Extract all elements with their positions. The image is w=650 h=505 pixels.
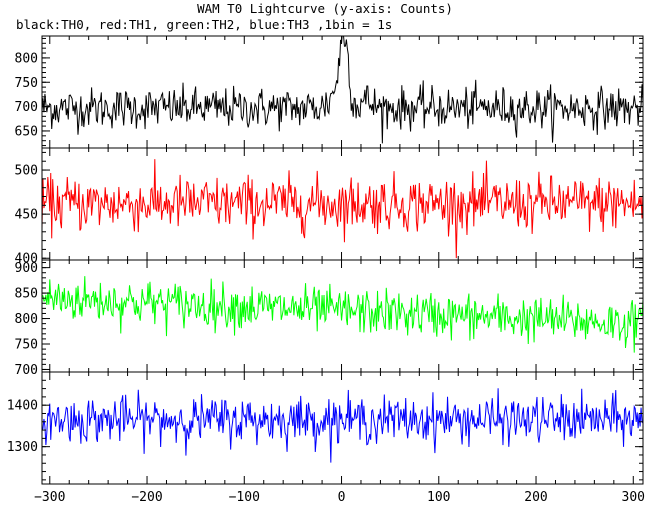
y-tick-label: 750 (15, 76, 38, 91)
x-tick-label: −100 (229, 490, 260, 505)
chart-title: WAM T0 Lightcurve (y-axis: Counts) (197, 1, 453, 16)
panel-frame (41, 371, 644, 485)
series-line-th0 (42, 36, 643, 144)
y-tick-label: 1400 (7, 399, 38, 414)
y-tick-label: 800 (15, 51, 38, 66)
y-tick-label: 700 (15, 363, 38, 378)
y-tick-label: 400 (15, 252, 38, 267)
x-axis: −300 −200 −100 0 100 200 300 (34, 490, 645, 505)
y-tick-label: 750 (15, 338, 38, 353)
y-tick-label: 650 (15, 124, 38, 139)
y-tick-label: 850 (15, 287, 38, 302)
y-tick-label: 500 (15, 164, 38, 179)
y-tick-label: 700 (15, 100, 38, 115)
y-tick-label: 900 (15, 261, 38, 276)
panel-th0: 650 700 750 800 (15, 35, 644, 149)
panel-th2: 700 750 800 850 900 (15, 259, 644, 378)
chart-subtitle: black:TH0, red:TH1, green:TH2, blue:TH3 … (16, 17, 393, 32)
x-tick-label: 100 (427, 490, 450, 505)
series-line-th2 (42, 276, 643, 353)
x-tick-label: 200 (524, 490, 547, 505)
x-tick-label: −200 (131, 490, 162, 505)
y-tick-label: 1300 (7, 440, 38, 455)
x-tick-label: −300 (34, 490, 65, 505)
x-tick-label: 0 (338, 490, 346, 505)
panel-th1: 400 450 500 (15, 147, 644, 267)
panels-group: 650 700 750 800 400 450 500 700 750 800 850 900 1300… (7, 35, 644, 485)
series-line-th3 (42, 388, 643, 463)
y-tick-label: 800 (15, 312, 38, 327)
x-tick-label: 300 (622, 490, 645, 505)
panel-th3: 1300 1400 (7, 371, 644, 485)
y-tick-label: 450 (15, 208, 38, 223)
series-line-th1 (42, 159, 643, 259)
